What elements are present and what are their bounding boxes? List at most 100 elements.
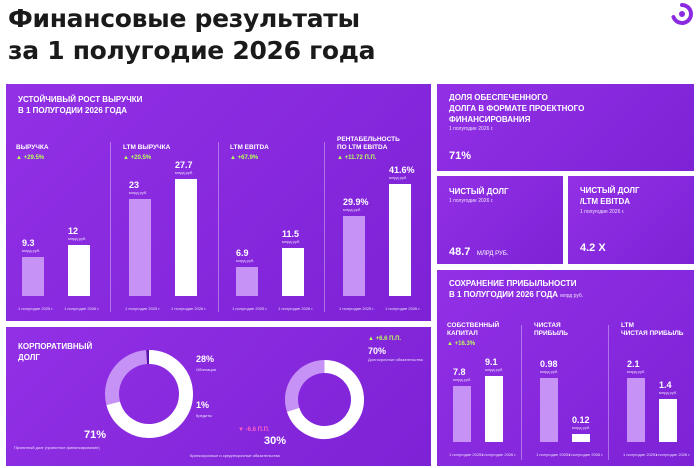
category-label: 1 полугодие 2026 г. [481,452,517,457]
corporate-debt-title: КОРПОРАТИВНЫЙ ДОЛГ [18,342,93,362]
category-label: 1 полугодие 2025 г. [232,306,268,311]
category-label: 1 полугодие 2026 г. [171,306,207,311]
bar-value-label: 0.12 [572,415,590,426]
page-title-line-1: Финансовые результаты [8,4,360,33]
bar [659,399,677,442]
category-label: 1 полугодие 2025 г. [536,452,572,457]
metric-name: LTM EBITDA [230,144,269,151]
bar-unit-label: млрд руб. [175,170,194,176]
divider [324,142,325,312]
net-debt-panel: ЧИСТЫЙ ДОЛГ 1 полугодие 2026 г. 48.7 МЛР… [437,176,563,264]
bar-unit-label: млрд руб. [343,206,362,212]
bar-unit-label: млрд руб. [627,368,646,374]
secured-debt-period: 1 полугодие 2026 г. [449,126,494,132]
bar [175,179,197,296]
bar [22,256,44,296]
category-label: 1 полугодие 2026 г. [385,306,421,311]
brand-logo-icon [671,3,693,25]
page-title-line-2: за 1 полугодие 2026 года [8,36,376,65]
metric-name: КАПИТАЛ [447,330,478,337]
category-label: 1 полугодие 2025 г. [449,452,485,457]
divider [218,142,219,312]
divider [608,325,609,460]
bar-value-label: 12 [68,226,79,237]
bar-value-label: 7.8 [453,366,466,377]
bar-value-label: 9.3 [22,237,35,248]
bar [129,199,151,296]
metric-name: LTM ВЫРУЧКА [123,144,171,151]
bar-unit-label: млрд руб. [453,376,472,382]
bar [343,215,365,296]
bar [282,247,304,296]
bar [540,377,558,442]
growth-label: ▲ +11.72 П.П. [337,155,377,161]
metric-name: СОБСТВЕННЫЙ [447,322,500,329]
metric-name: ЧИСТАЯ ПРИБЫЛЬ [621,330,684,337]
net-debt-ebitda-value: 4.2 Х [580,242,606,254]
net-debt-value: 48.7 [449,246,471,258]
pie-slice [284,359,325,412]
bar-unit-label: млрд руб. [389,175,408,181]
secured-debt-value: 71% [449,150,472,162]
bar-value-label: 1.4 [659,380,672,391]
bar-unit-label: млрд руб. [129,190,148,196]
net-debt-ebitda-panel: ЧИСТЫЙ ДОЛГ /LTM EBITDA 1 полугодие 2026… [568,176,694,264]
net-debt-period: 1 полугодие 2026 г. [449,198,494,204]
divider [110,142,111,312]
metric-name: ПРИБЫЛЬ [534,330,568,337]
bar-value-label: 27.7 [175,160,193,171]
net-debt-value-group: 48.7 МЛРД РУБ. [449,242,508,260]
corporate-debt-panel: КОРПОРАТИВНЫЙ ДОЛГ 71% Проектный долг (пр… [6,327,431,466]
pie-slice [106,350,193,438]
profit-panel: СОХРАНЕНИЕ ПРИБЫЛЬНОСТИ В 1 ПОЛУГОДИИ 20… [437,270,694,466]
metric-name: ПО LTM EBITDA [337,144,388,151]
secured-debt-title: ДОЛЯ ОБЕСПЕЧЕННОГО ДОЛГА В ФОРМАТЕ ПРОЕК… [449,93,585,124]
divider [521,325,522,460]
net-debt-title: ЧИСТЫЙ ДОЛГ [449,187,509,196]
bar-value-label: 41.6% [389,165,415,176]
bar-unit-label: млрд руб. [572,425,591,431]
category-label: 1 полугодие 2025 г. [339,306,375,311]
bar-unit-label: млрд руб. [68,236,87,242]
pie-slice-label: Долгосрочные обязательства [368,357,423,362]
pie-slice [286,359,364,439]
bar-value-label: 9.1 [485,357,498,368]
bar-unit-label: млрд руб. [540,368,559,374]
bar-unit-label: млрд руб. [659,390,678,396]
revenue-panel-title: УСТОЙЧИВЫЙ РОСТ ВЫРУЧКИ В 1 ПОЛУГОДИИ 20… [18,95,143,115]
pie-value-label: 71% [84,429,107,441]
category-label: 1 полугодие 2026 г. [64,306,100,311]
growth-label: ▲ +29.5% [16,155,45,161]
growth-label: ▲ +16.3% [447,341,476,347]
category-label: 1 полугодие 2026 г. [278,306,314,311]
category-label: 1 полугодие 2025 г. [623,452,659,457]
bar-value-label: 0.98 [540,358,558,369]
bar-value-label: 2.1 [627,358,640,369]
pie-slice-label: Проектный долг (проектное финансирование… [14,445,100,450]
metric-name: LTM [621,322,634,329]
net-debt-ebitda-title: ЧИСТЫЙ ДОЛГ /LTM EBITDA [580,186,640,206]
metric-name: ЧИСТАЯ [534,322,561,329]
bar-value-label: 11.5 [282,228,300,239]
change-label: ▲ +6.6 П.П. [368,336,402,342]
growth-label: ▲ +20.5% [123,155,152,161]
bar-unit-label: млрд руб. [282,238,301,244]
metric-name: РЕНТАБЕЛЬНОСТЬ [337,136,400,143]
pie-value-label: 28% [196,354,215,364]
metric-name: ВЫРУЧКА [16,144,49,151]
pie-slice-label: Облигации [196,367,217,372]
bar-value-label: 6.9 [236,247,249,258]
profit-panel-title: СОХРАНЕНИЕ ПРИБЫЛЬНОСТИ В 1 ПОЛУГОДИИ 20… [449,279,584,299]
category-label: 1 полугодие 2026 г. [568,452,604,457]
bar-unit-label: млрд руб. [236,257,255,263]
bar-value-label: 23 [129,180,140,191]
corporate-debt-donut [105,350,193,438]
category-label: 1 полугодие 2026 г. [655,452,691,457]
growth-label: ▲ +67.9% [230,155,259,161]
page-title: Финансовые результаты за 1 полугодие 202… [8,3,376,67]
change-label: ▼ -6.6 П.П. [238,427,270,433]
bar-unit-label: млрд руб. [485,367,504,373]
pie-value-label: 30% [264,435,287,447]
bar [627,377,645,442]
bar-unit-label: млрд руб. [22,247,41,253]
